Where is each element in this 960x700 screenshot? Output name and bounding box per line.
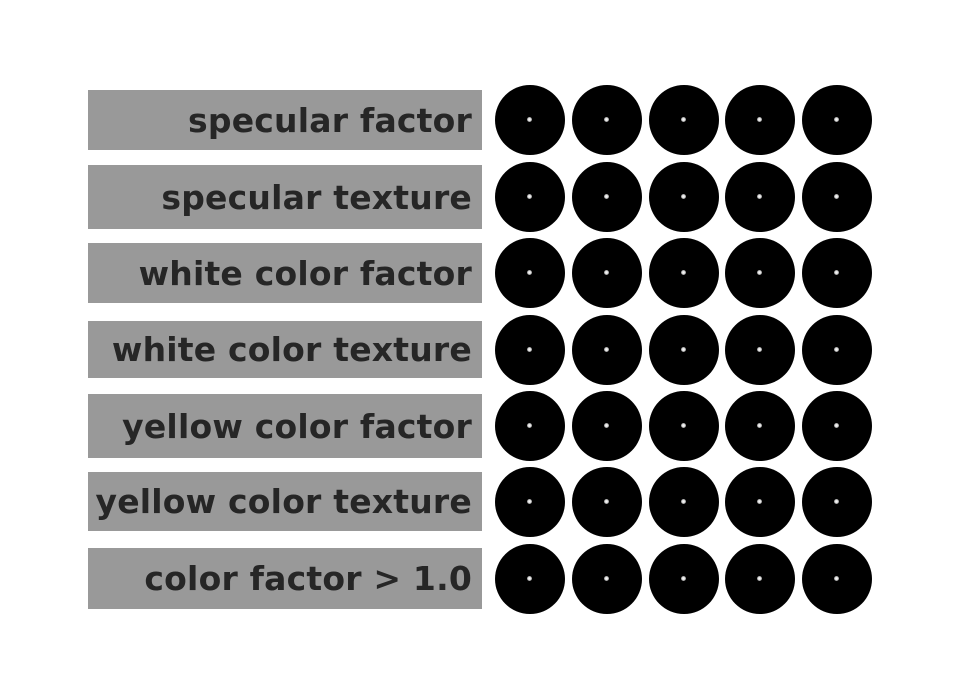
sphere-preview <box>649 544 719 614</box>
sphere-preview <box>725 315 795 385</box>
specular-highlight <box>757 499 762 504</box>
sphere-preview <box>495 391 565 461</box>
specular-highlight <box>604 117 609 122</box>
specular-highlight <box>757 423 762 428</box>
specular-highlight <box>834 423 839 428</box>
specular-highlight <box>604 194 609 199</box>
sphere-preview <box>649 85 719 155</box>
sphere-preview <box>572 315 642 385</box>
sphere-preview <box>495 467 565 537</box>
sphere-preview <box>725 467 795 537</box>
specular-highlight <box>527 347 532 352</box>
specular-highlight <box>834 270 839 275</box>
sphere-preview <box>649 467 719 537</box>
specular-highlight <box>681 270 686 275</box>
row-label: white color texture <box>88 321 482 378</box>
sphere-preview <box>572 544 642 614</box>
sphere-preview <box>495 315 565 385</box>
row-label: specular factor <box>88 90 482 150</box>
specular-highlight <box>527 117 532 122</box>
specular-highlight <box>527 576 532 581</box>
sphere-preview <box>802 238 872 308</box>
sphere-preview <box>495 85 565 155</box>
specular-highlight <box>604 270 609 275</box>
sphere-preview <box>572 85 642 155</box>
sphere-preview <box>572 238 642 308</box>
specular-highlight <box>681 347 686 352</box>
specular-highlight <box>681 194 686 199</box>
sphere-preview <box>495 544 565 614</box>
sphere-preview <box>495 162 565 232</box>
sphere-preview <box>802 85 872 155</box>
sphere-preview <box>725 162 795 232</box>
row-label: yellow color texture <box>88 472 482 531</box>
specular-highlight <box>757 270 762 275</box>
row-label: color factor > 1.0 <box>88 548 482 609</box>
specular-highlight <box>527 194 532 199</box>
sphere-preview <box>649 238 719 308</box>
specular-highlight <box>834 347 839 352</box>
sphere-preview <box>649 162 719 232</box>
specular-highlight <box>527 499 532 504</box>
specular-highlight <box>834 576 839 581</box>
specular-highlight <box>681 499 686 504</box>
specular-highlight <box>604 576 609 581</box>
sphere-preview <box>572 162 642 232</box>
sphere-preview <box>802 391 872 461</box>
sphere-preview <box>572 467 642 537</box>
specular-highlight <box>834 194 839 199</box>
specular-highlight <box>604 499 609 504</box>
sphere-preview <box>725 85 795 155</box>
specular-highlight <box>681 117 686 122</box>
sphere-preview <box>725 544 795 614</box>
sphere-preview <box>495 238 565 308</box>
specular-highlight <box>681 576 686 581</box>
row-label: yellow color factor <box>88 394 482 458</box>
specular-highlight <box>757 576 762 581</box>
sphere-preview <box>649 391 719 461</box>
specular-highlight <box>527 423 532 428</box>
sphere-preview <box>802 315 872 385</box>
specular-highlight <box>834 117 839 122</box>
sphere-preview <box>725 238 795 308</box>
sphere-preview <box>572 391 642 461</box>
specular-highlight <box>757 194 762 199</box>
specular-highlight <box>527 270 532 275</box>
specular-highlight <box>757 347 762 352</box>
specular-highlight <box>604 347 609 352</box>
sphere-preview <box>802 467 872 537</box>
sphere-preview <box>802 544 872 614</box>
specular-highlight <box>604 423 609 428</box>
specular-highlight <box>681 423 686 428</box>
row-label: specular texture <box>88 165 482 229</box>
row-label: white color factor <box>88 243 482 303</box>
specular-highlight <box>834 499 839 504</box>
specular-highlight <box>757 117 762 122</box>
sphere-preview <box>725 391 795 461</box>
sphere-preview <box>802 162 872 232</box>
sphere-preview <box>649 315 719 385</box>
